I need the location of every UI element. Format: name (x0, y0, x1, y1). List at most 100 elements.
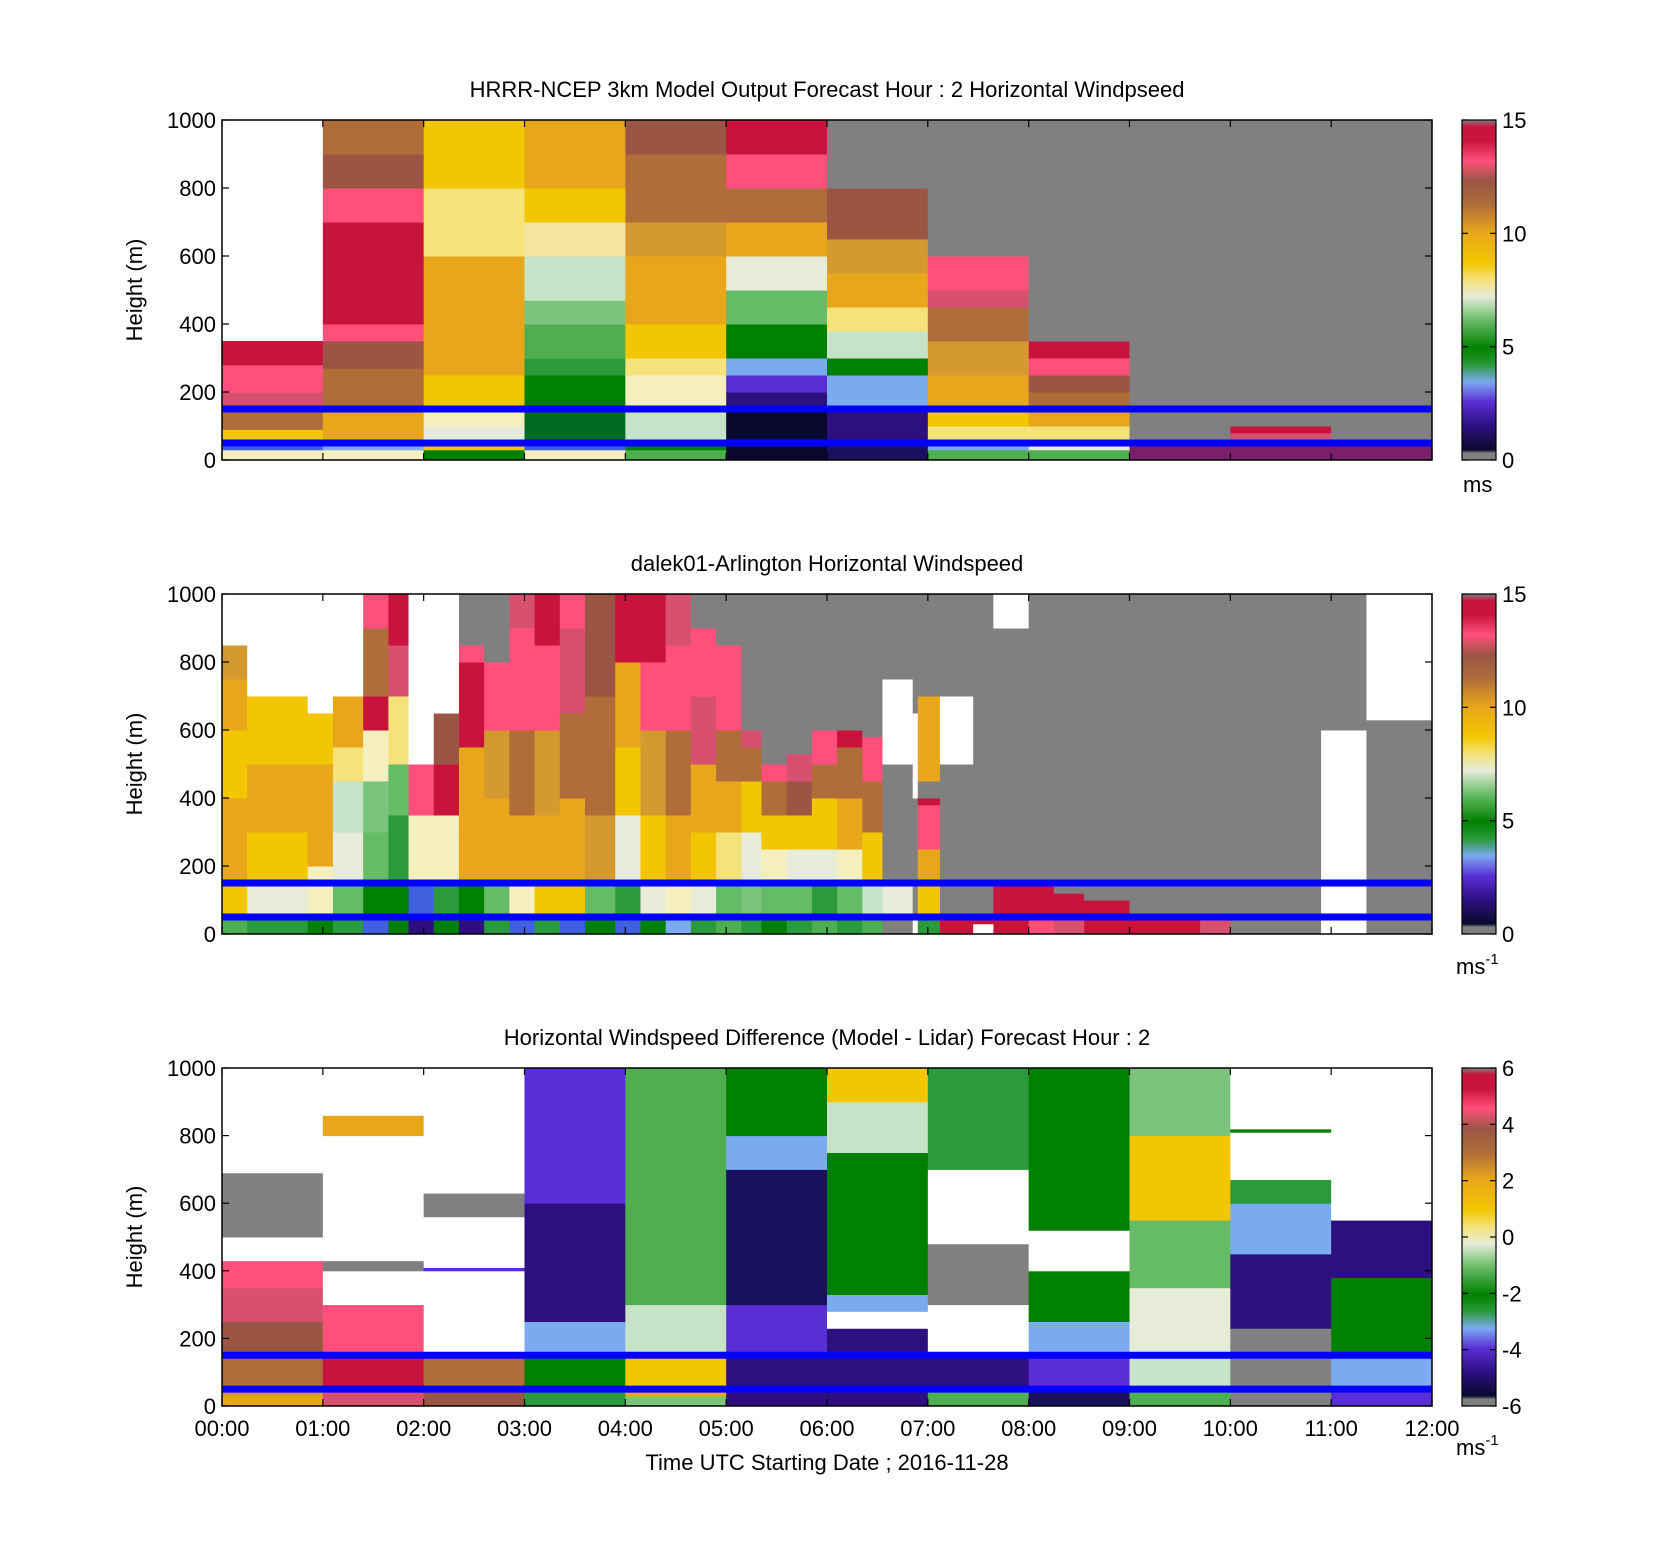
heatmap-cell (1028, 449, 1130, 460)
heatmap-cell (665, 730, 692, 816)
colorbar-tick-label: 15 (1502, 108, 1526, 133)
heatmap-cell (307, 713, 334, 765)
heatmap-cell (423, 1355, 525, 1387)
heatmap-cell (1084, 900, 1130, 915)
heatmap-cell (1230, 1203, 1332, 1255)
heatmap-cell (524, 1355, 626, 1387)
heatmap-cell (726, 375, 828, 393)
heatmap-cell (862, 594, 883, 738)
heatmap-cell (917, 696, 941, 782)
heatmap-cell (761, 849, 788, 881)
heatmap-cell (585, 594, 616, 697)
heatmap-cell (1028, 883, 1055, 915)
heatmap-cell (862, 832, 883, 881)
heatmap-cell (423, 1270, 525, 1356)
heatmap-cell (408, 815, 435, 881)
x-tick-label: 07:00 (900, 1416, 955, 1441)
heatmap-cell (625, 1395, 727, 1406)
heatmap-cell (1230, 426, 1332, 434)
heatmap-cell (524, 443, 626, 451)
heatmap-cell (640, 594, 667, 663)
colorbar-unit: ms (1463, 472, 1492, 497)
heatmap-cell (917, 594, 941, 697)
heatmap-cell (524, 1270, 626, 1322)
heatmap-cell (726, 188, 828, 223)
heatmap-cell (625, 449, 727, 460)
x-ticks (221, 594, 1433, 934)
colorbar-unit: ms-1 (1456, 1432, 1499, 1460)
heatmap-cell (640, 662, 667, 731)
heatmap-cell (524, 449, 626, 460)
y-tick-label: 400 (179, 1259, 216, 1284)
heatmap-cell (423, 1216, 525, 1268)
y-tick-label: 200 (179, 854, 216, 879)
heatmap-cell (524, 375, 626, 410)
colorbar-gradient (1461, 593, 1497, 935)
heatmap-cell (726, 154, 828, 189)
heatmap-cell (993, 594, 1030, 629)
heatmap-cell (222, 443, 324, 451)
heatmap-cell (222, 364, 324, 393)
heatmap-cell (973, 923, 994, 934)
colorbar: 0 5 10 15 (1461, 108, 1526, 473)
heatmap-cell (1366, 594, 1432, 721)
heatmap-cell (716, 781, 742, 833)
y-tick-label: 0 (204, 922, 216, 947)
heatmap-cell (222, 1287, 324, 1322)
heatmap-cell (322, 1068, 425, 1116)
y-tick-label: 800 (179, 650, 216, 675)
heatmap-cell (1028, 120, 1130, 342)
heatmap-cell (322, 443, 425, 451)
heatmap-cell (625, 120, 727, 155)
x-tick-label: 12:00 (1404, 1416, 1459, 1441)
heatmap-cell (332, 781, 364, 833)
heatmap-cell (939, 594, 974, 697)
heatmap-cell (332, 747, 364, 782)
heatmap-cell (307, 866, 334, 915)
heatmap-cell (509, 815, 536, 881)
heatmap-cell (534, 594, 561, 646)
heatmap-cell (917, 781, 941, 799)
heatmap-cell (534, 645, 561, 731)
heatmap-cell (363, 696, 389, 731)
x-tick-label: 10:00 (1203, 1416, 1258, 1441)
heatmap-cell (1331, 120, 1432, 444)
heatmap-cell (1331, 443, 1432, 460)
heatmap-cell (837, 798, 863, 850)
heatmap-cell (927, 409, 1030, 427)
heatmap-cell (665, 815, 692, 881)
heatmap-cell (423, 1193, 525, 1218)
heatmap-cell (222, 730, 248, 799)
chart-title: dalek01-Arlington Horizontal Windspeed (631, 551, 1024, 576)
heatmap-cell (927, 307, 1030, 342)
heatmap-cell (827, 1294, 929, 1312)
heatmap-cell (716, 594, 742, 646)
heatmap-cell (1129, 594, 1201, 915)
heatmap-cell (1028, 375, 1130, 393)
heatmap-cell (509, 730, 536, 816)
y-tick-label: 1000 (167, 108, 216, 133)
y-tick-label: 200 (179, 1326, 216, 1351)
heatmap-cell (332, 832, 364, 881)
y-tick-label: 0 (204, 448, 216, 473)
heatmap-cell (524, 188, 626, 223)
heatmap-cell (827, 1152, 929, 1295)
heatmap-cell (726, 358, 828, 376)
heatmap-cell (222, 341, 324, 366)
heatmap-cell (665, 645, 692, 731)
heatmap-cell (484, 798, 510, 881)
heatmap-cell (509, 594, 536, 629)
heatmap-cell (615, 662, 641, 748)
heatmap-cell (322, 1355, 425, 1387)
heatmap-cell (322, 449, 425, 460)
heatmap-cell (1028, 594, 1055, 884)
heatmap-cell (222, 392, 324, 410)
heatmap-cell (927, 120, 1030, 257)
x-tick-label: 03:00 (497, 1416, 552, 1441)
colorbar-tick-label: 0 (1502, 1225, 1514, 1250)
heatmap-cell (1028, 1321, 1130, 1356)
colorbar-tick-label: 2 (1502, 1169, 1514, 1194)
x-tick-label: 00:00 (194, 1416, 249, 1441)
heatmap-cell (332, 696, 364, 748)
heatmap-cell (559, 798, 586, 881)
